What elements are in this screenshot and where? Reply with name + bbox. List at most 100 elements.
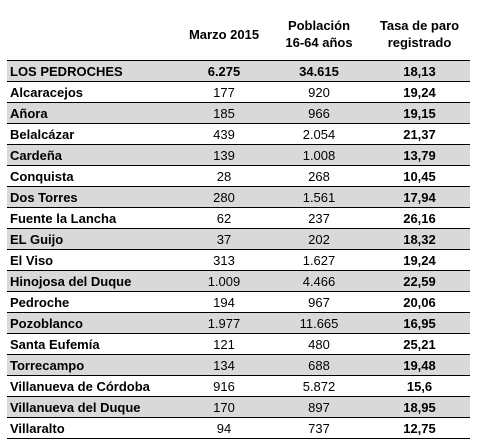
table-row: Pedroche 194 967 20,06 [7, 291, 470, 313]
poblacion-cell: 34.615 [269, 60, 369, 82]
municipality-cell: Hinojosa del Duque [7, 270, 179, 292]
municipality-cell: Alcaracejos [7, 81, 179, 103]
header-municipality [7, 8, 179, 61]
unemployment-table: Marzo 2015 Población 16-64 años Tasa de … [7, 8, 470, 439]
tasa-cell: 19,24 [369, 249, 470, 271]
table-row: Hinojosa del Duque 1.009 4.466 22,59 [7, 270, 470, 292]
tasa-cell: 13,79 [369, 144, 470, 166]
tasa-cell: 10,45 [369, 165, 470, 187]
poblacion-cell: 966 [269, 102, 369, 124]
municipality-cell: El Viso [7, 249, 179, 271]
marzo-cell: 1.977 [179, 312, 269, 334]
header-tasa-paro: Tasa de paro registrado [369, 8, 470, 61]
table-row: Dos Torres 280 1.561 17,94 [7, 186, 470, 208]
marzo-cell: 134 [179, 354, 269, 376]
header-row: Marzo 2015 Población 16-64 años Tasa de … [7, 8, 470, 61]
header-tasa-line2: registrado [387, 35, 452, 50]
table-row: Villanueva de Córdoba 916 5.872 15,6 [7, 375, 470, 397]
marzo-cell: 313 [179, 249, 269, 271]
tasa-cell: 18,32 [369, 228, 470, 250]
tasa-cell: 22,59 [369, 270, 470, 292]
table-row: Villanueva del Duque 170 897 18,95 [7, 396, 470, 418]
poblacion-cell: 737 [269, 417, 369, 439]
tasa-cell: 21,37 [369, 123, 470, 145]
marzo-cell: 280 [179, 186, 269, 208]
municipality-cell: Villaralto [7, 417, 179, 439]
marzo-cell: 177 [179, 81, 269, 103]
marzo-cell: 170 [179, 396, 269, 418]
table-row: Conquista 28 268 10,45 [7, 165, 470, 187]
municipality-cell: Añora [7, 102, 179, 124]
poblacion-cell: 4.466 [269, 270, 369, 292]
tasa-cell: 16,95 [369, 312, 470, 334]
marzo-cell: 121 [179, 333, 269, 355]
tasa-cell: 18,13 [369, 60, 470, 82]
tasa-cell: 20,06 [369, 291, 470, 313]
municipality-cell: LOS PEDROCHES [7, 60, 179, 82]
marzo-cell: 37 [179, 228, 269, 250]
header-tasa-line1: Tasa de paro [379, 18, 460, 33]
marzo-cell: 194 [179, 291, 269, 313]
tasa-cell: 26,16 [369, 207, 470, 229]
table-row: El Viso 313 1.627 19,24 [7, 249, 470, 271]
marzo-cell: 916 [179, 375, 269, 397]
header-poblacion-line1: Población [287, 18, 351, 33]
tasa-cell: 17,94 [369, 186, 470, 208]
total-row: LOS PEDROCHES 6.275 34.615 18,13 [7, 60, 470, 82]
marzo-cell: 1.009 [179, 270, 269, 292]
marzo-cell: 28 [179, 165, 269, 187]
tasa-cell: 15,6 [369, 375, 470, 397]
table-row: Villaralto 94 737 12,75 [7, 417, 470, 439]
municipality-cell: Pozoblanco [7, 312, 179, 334]
table-row: Santa Eufemía 121 480 25,21 [7, 333, 470, 355]
marzo-cell: 62 [179, 207, 269, 229]
poblacion-cell: 480 [269, 333, 369, 355]
marzo-cell: 185 [179, 102, 269, 124]
tasa-cell: 12,75 [369, 417, 470, 439]
tasa-cell: 18,95 [369, 396, 470, 418]
marzo-cell: 94 [179, 417, 269, 439]
poblacion-cell: 1.627 [269, 249, 369, 271]
municipality-cell: Belalcázar [7, 123, 179, 145]
poblacion-cell: 202 [269, 228, 369, 250]
poblacion-cell: 11.665 [269, 312, 369, 334]
municipality-cell: Santa Eufemía [7, 333, 179, 355]
table-body: LOS PEDROCHES 6.275 34.615 18,13 Alcaracejos… [7, 60, 470, 439]
table-row: EL Guijo 37 202 18,32 [7, 228, 470, 250]
table-row: Fuente la Lancha 62 237 26,16 [7, 207, 470, 229]
tasa-cell: 19,15 [369, 102, 470, 124]
municipality-cell: Conquista [7, 165, 179, 187]
poblacion-cell: 237 [269, 207, 369, 229]
poblacion-cell: 967 [269, 291, 369, 313]
unemployment-table-container: Marzo 2015 Población 16-64 años Tasa de … [7, 8, 470, 439]
municipality-cell: Villanueva de Córdoba [7, 375, 179, 397]
poblacion-cell: 688 [269, 354, 369, 376]
municipality-cell: Pedroche [7, 291, 179, 313]
poblacion-cell: 1.008 [269, 144, 369, 166]
poblacion-cell: 5.872 [269, 375, 369, 397]
municipality-cell: Cardeña [7, 144, 179, 166]
poblacion-cell: 1.561 [269, 186, 369, 208]
tasa-cell: 25,21 [369, 333, 470, 355]
municipality-cell: Dos Torres [7, 186, 179, 208]
marzo-cell: 6.275 [179, 60, 269, 82]
tasa-cell: 19,48 [369, 354, 470, 376]
municipality-cell: Fuente la Lancha [7, 207, 179, 229]
municipality-cell: EL Guijo [7, 228, 179, 250]
table-row: Pozoblanco 1.977 11.665 16,95 [7, 312, 470, 334]
poblacion-cell: 920 [269, 81, 369, 103]
municipality-cell: Villanueva del Duque [7, 396, 179, 418]
municipality-cell: Torrecampo [7, 354, 179, 376]
marzo-cell: 439 [179, 123, 269, 145]
poblacion-cell: 268 [269, 165, 369, 187]
table-row: Torrecampo 134 688 19,48 [7, 354, 470, 376]
header-poblacion-line2: 16-64 años [285, 35, 353, 50]
poblacion-cell: 897 [269, 396, 369, 418]
table-row: Cardeña 139 1.008 13,79 [7, 144, 470, 166]
table-row: Añora 185 966 19,15 [7, 102, 470, 124]
table-row: Belalcázar 439 2.054 21,37 [7, 123, 470, 145]
header-poblacion: Población 16-64 años [269, 8, 369, 61]
poblacion-cell: 2.054 [269, 123, 369, 145]
table-row: Alcaracejos 177 920 19,24 [7, 81, 470, 103]
tasa-cell: 19,24 [369, 81, 470, 103]
